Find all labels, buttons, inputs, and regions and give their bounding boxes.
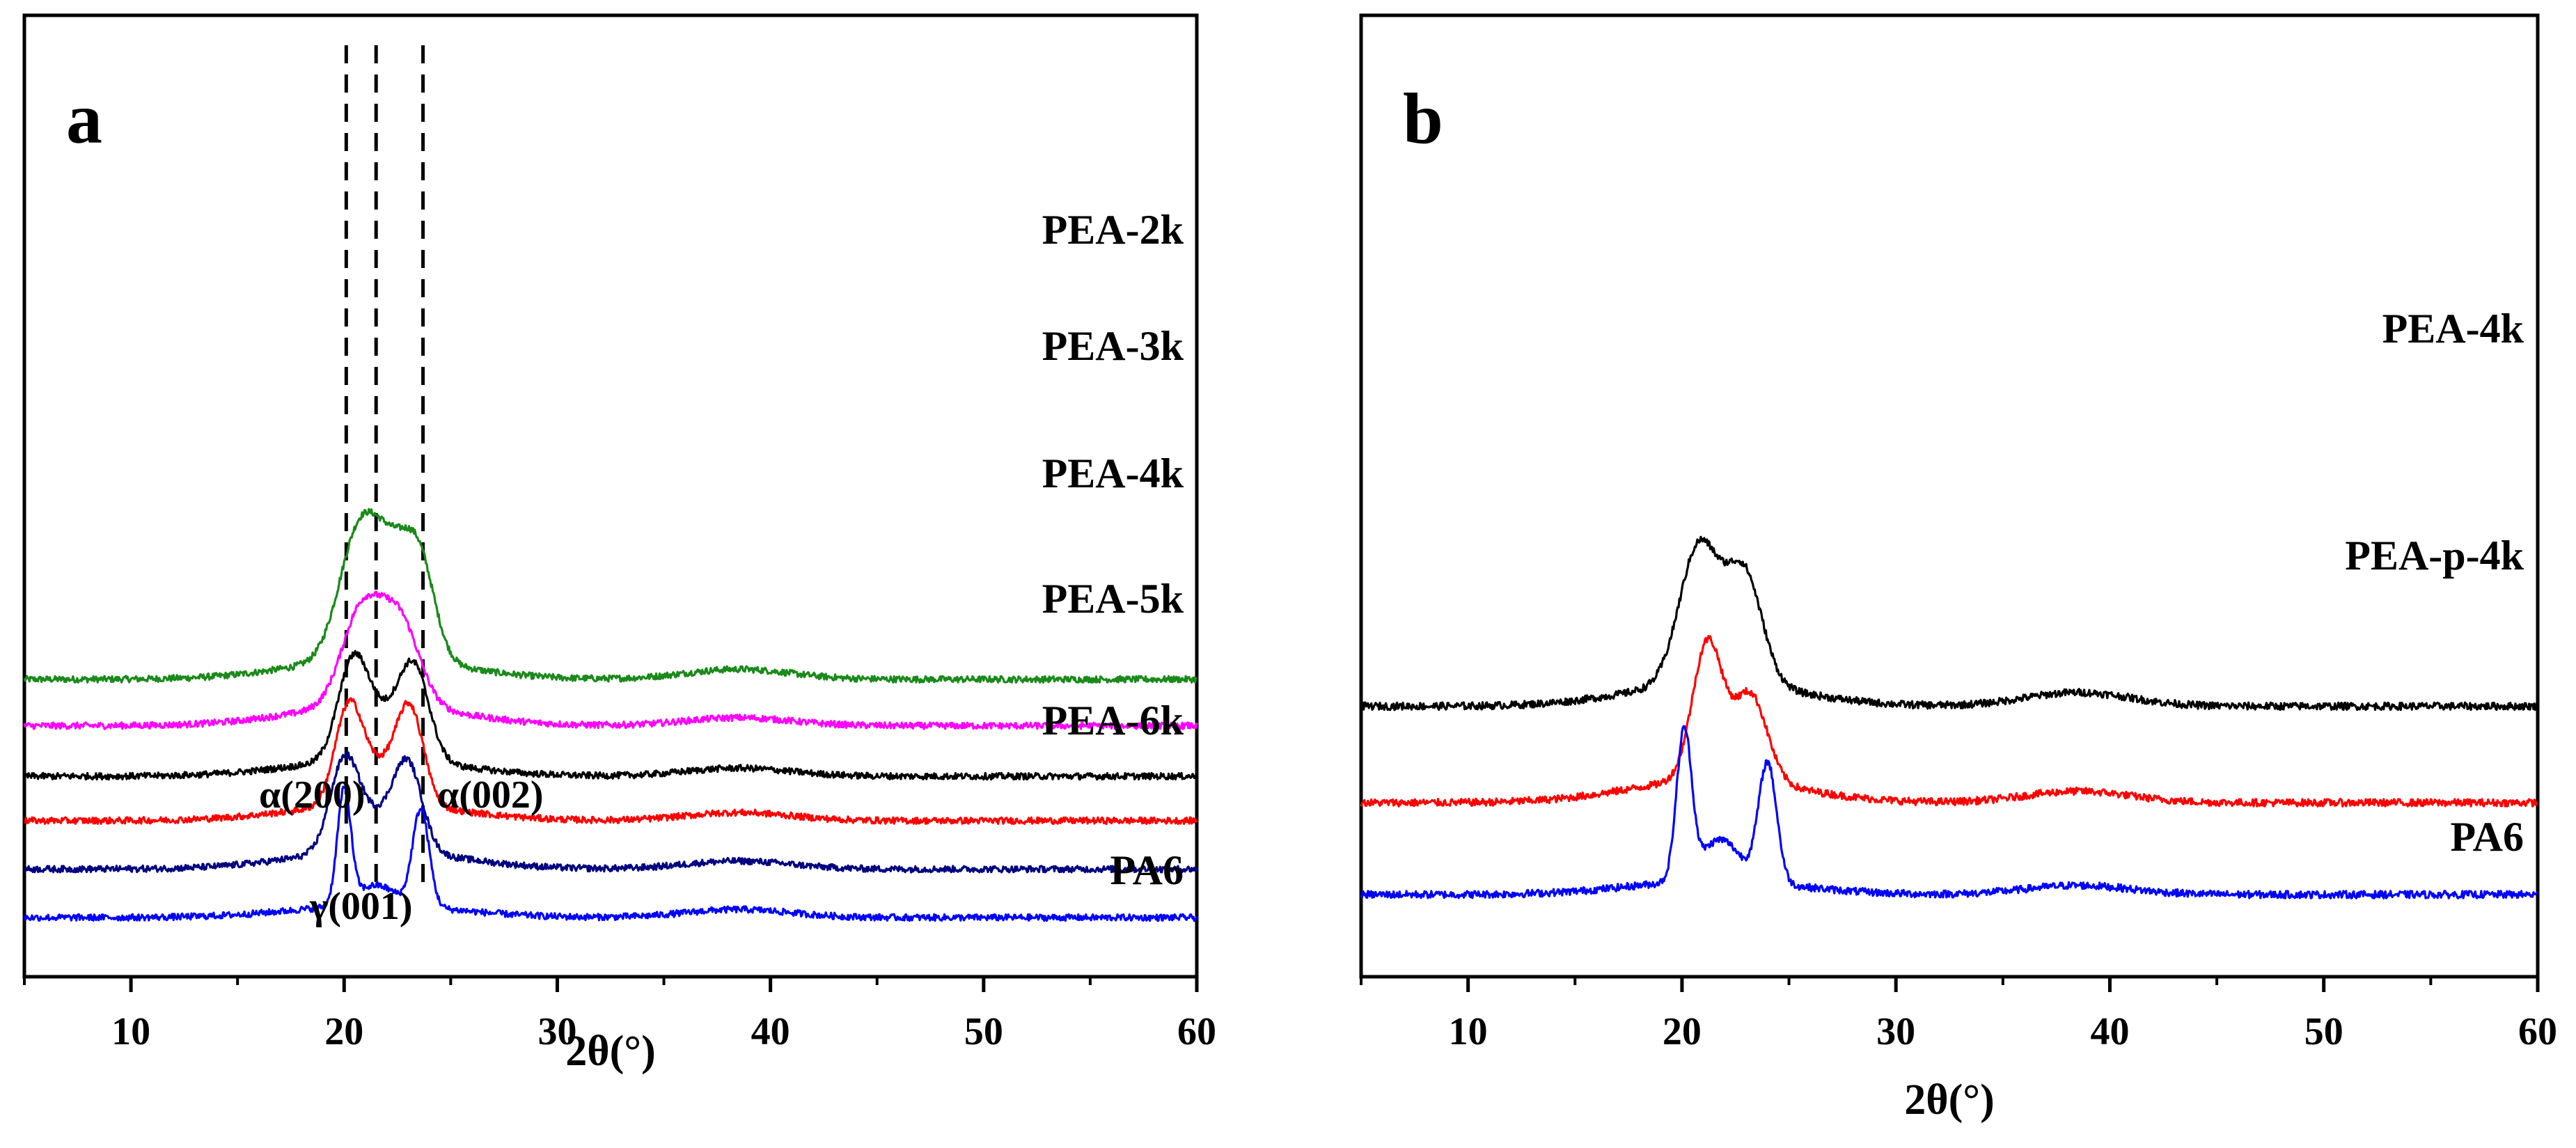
b-x-tick-label: 50	[2304, 1010, 2343, 1053]
panel-a-label: a	[66, 79, 102, 159]
b-x-tick-label: 20	[1663, 1010, 1702, 1053]
b-series-line-pa6	[1360, 725, 2539, 899]
b-series-line-pea-p-4k	[1360, 635, 2538, 808]
peak-label-alpha-200: α(200)	[259, 773, 366, 817]
b-x-tick-label: 60	[2518, 1010, 2557, 1053]
a-x-tick-label: 10	[111, 1010, 150, 1053]
panel-b: b PEA-4k PEA-p-4k PA6 10 20 30 40 50 60 2θ(°)	[1359, 13, 2557, 1124]
panel-b-label: b	[1403, 79, 1443, 159]
a-series-label-pea-3k: PEA-3k	[1042, 323, 1184, 369]
b-x-tick-label: 30	[1876, 1010, 1915, 1053]
b-series-label-pea-4k: PEA-4k	[2382, 306, 2524, 352]
b-x-tick-label: 40	[2090, 1010, 2129, 1053]
panel-b-x-axis-title: 2θ(°)	[1904, 1076, 1994, 1124]
peak-label-gamma-001: γ(001)	[309, 885, 413, 928]
panel-a-x-axis-title: 2θ(°)	[565, 1028, 655, 1075]
a-series-line-pea-6k	[24, 750, 1198, 874]
a-series-label-pea-2k: PEA-2k	[1042, 207, 1184, 253]
a-series-label-pa6: PA6	[1110, 847, 1184, 893]
a-series-label-pea-4k: PEA-4k	[1042, 450, 1184, 496]
a-x-tick-label: 60	[1177, 1010, 1216, 1053]
a-series-line-pa6	[23, 785, 1198, 922]
a-series-label-pea-6k: PEA-6k	[1042, 698, 1184, 744]
b-series-line-pea-4k	[1360, 535, 2539, 711]
b-series-label-pa6: PA6	[2450, 814, 2524, 860]
a-series-line-pea-3k	[23, 590, 1198, 730]
panel-b-frame	[1359, 13, 2540, 979]
a-series-label-pea-5k: PEA-5k	[1042, 576, 1184, 622]
a-x-tick-label: 30	[537, 1010, 576, 1053]
panel-a: a PEA-2k PEA-3k PEA-4k PEA-5k PEA-6k PA6 10 20…	[22, 13, 1216, 1075]
a-series-line-pea-4k	[24, 650, 1197, 781]
b-x-tick-label: 10	[1449, 1010, 1488, 1053]
a-x-tick-label: 50	[964, 1010, 1003, 1053]
panel-a-frame	[22, 13, 1199, 979]
a-x-tick-label: 20	[324, 1010, 363, 1053]
a-series-line-pea-5k	[24, 697, 1198, 825]
a-x-tick-label: 40	[751, 1010, 790, 1053]
b-series-label-pea-p-4k: PEA-p-4k	[2345, 533, 2524, 579]
a-series-line-pea-2k	[23, 508, 1197, 684]
peak-label-alpha-002: α(002)	[437, 773, 544, 817]
